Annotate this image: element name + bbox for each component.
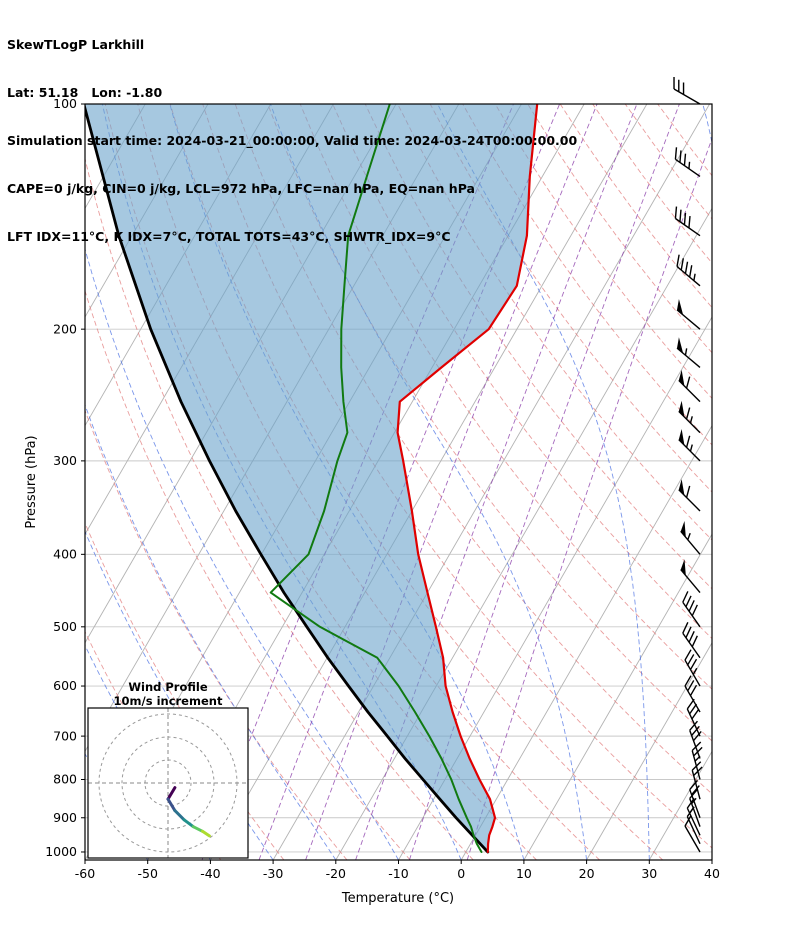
hodograph-trace-segment	[191, 825, 204, 833]
hodograph-trace-segment	[166, 797, 177, 813]
profile-curves	[85, 104, 539, 854]
header-latlon: Lat: 51.18 Lon: -1.80	[7, 85, 163, 100]
x-axis-label: Temperature (°C)	[341, 891, 455, 906]
temperature-curve	[396, 104, 539, 854]
hodograph-title-line2: 10m/s increment	[113, 694, 223, 708]
svg-text:300: 300	[53, 453, 77, 468]
svg-text:-20: -20	[326, 866, 346, 881]
y-tick-labels: 100 200 300 400 500 600 700 800 900 1000	[45, 96, 85, 859]
svg-text:10: 10	[516, 866, 532, 881]
header-indices-cape: CAPE=0 j/kg, CIN=0 j/kg, LCL=972 hPa, LF…	[7, 181, 475, 196]
hodograph-title-line1: Wind Profile	[128, 680, 208, 694]
svg-text:0: 0	[457, 866, 465, 881]
svg-text:700: 700	[53, 728, 77, 743]
hodograph-trace-segment	[166, 786, 177, 801]
svg-text:200: 200	[53, 321, 77, 336]
header-indices-lift: LFT IDX=11°C, K IDX=7°C, TOTAL TOTS=43°C…	[7, 229, 451, 244]
svg-text:-50: -50	[137, 866, 157, 881]
hodograph-inset	[87, 707, 249, 859]
svg-text:-30: -30	[263, 866, 283, 881]
cin-shading	[85, 104, 538, 852]
svg-text:800: 800	[53, 772, 77, 787]
svg-text:600: 600	[53, 678, 77, 693]
header-block: SkewTLogP Larkhill Lat: 51.18 Lon: -1.80…	[7, 5, 577, 277]
dewpoint-curve	[269, 104, 483, 853]
y-axis-label: Pressure (hPa)	[24, 435, 39, 529]
svg-text:500: 500	[53, 619, 77, 634]
hodograph-trace-segment	[201, 829, 211, 838]
hodograph-trace-segment	[182, 818, 195, 829]
wind-barbs	[673, 77, 703, 853]
svg-text:-10: -10	[388, 866, 408, 881]
svg-text:30: 30	[641, 866, 657, 881]
chart-title: SkewTLogP Larkhill	[7, 37, 145, 52]
hodograph-ring	[144, 759, 192, 807]
parcel-curve	[85, 104, 490, 854]
svg-text:20: 20	[579, 866, 595, 881]
hodograph-trace-segment	[173, 809, 186, 822]
header-times: Simulation start time: 2024-03-21_00:00:…	[7, 133, 578, 148]
svg-text:400: 400	[53, 547, 77, 562]
svg-text:1000: 1000	[45, 844, 77, 859]
x-tick-labels: -60 -50 -40 -30 -20 -10 0 10 20 30 40	[75, 860, 720, 881]
hodograph-ring	[98, 713, 238, 853]
svg-text:-60: -60	[75, 866, 95, 881]
svg-text:100: 100	[53, 96, 77, 111]
hodograph-ring	[121, 736, 215, 830]
svg-text:900: 900	[53, 810, 77, 825]
svg-text:-40: -40	[200, 866, 220, 881]
svg-text:40: 40	[704, 866, 720, 881]
hodograph-title: Wind Profile 10m/s increment	[88, 680, 248, 708]
